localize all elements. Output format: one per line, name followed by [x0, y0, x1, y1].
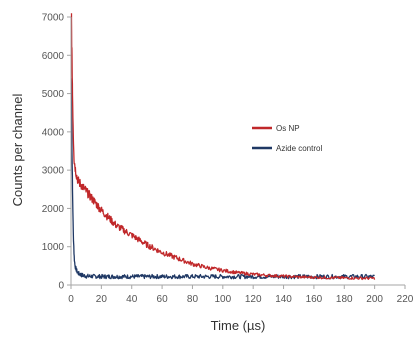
y-tick-label: 2000 — [42, 204, 65, 215]
y-axis-title: Counts per channel — [10, 94, 25, 207]
x-tick-label: 200 — [366, 294, 383, 305]
x-tick-label: 100 — [214, 294, 231, 305]
y-tick-label: 1000 — [42, 242, 65, 253]
x-tick-label: 140 — [275, 294, 292, 305]
x-tick-label: 220 — [397, 294, 414, 305]
x-tick-label: 60 — [157, 294, 169, 305]
axes: 0 1000 2000 3000 4000 5000 6000 7000 0 20 40 60 80 10… — [42, 13, 414, 306]
x-tick-label: 120 — [245, 294, 262, 305]
series-line-azide-control — [70, 78, 375, 280]
y-tick-label: 5000 — [42, 89, 65, 100]
legend-label-azide-control: Azide control — [276, 144, 322, 153]
plot-area — [70, 13, 376, 281]
x-tick-label: 80 — [187, 294, 199, 305]
y-tick-label: 7000 — [42, 13, 65, 24]
series-line-os-np — [70, 13, 376, 281]
y-tick-label: 0 — [58, 281, 64, 292]
legend-label-os-np: Os NP — [276, 124, 300, 133]
x-tick-label: 40 — [126, 294, 138, 305]
legend: Os NP Azide control — [252, 124, 322, 153]
x-tick-label: 160 — [306, 294, 323, 305]
x-axis-title: Time (µs) — [211, 318, 266, 333]
x-tick-label: 0 — [68, 294, 74, 305]
y-tick-label: 3000 — [42, 166, 65, 177]
y-tick-label: 6000 — [42, 51, 65, 62]
y-tick-label: 4000 — [42, 127, 65, 138]
x-tick-label: 180 — [336, 294, 353, 305]
x-tick-label: 20 — [96, 294, 108, 305]
